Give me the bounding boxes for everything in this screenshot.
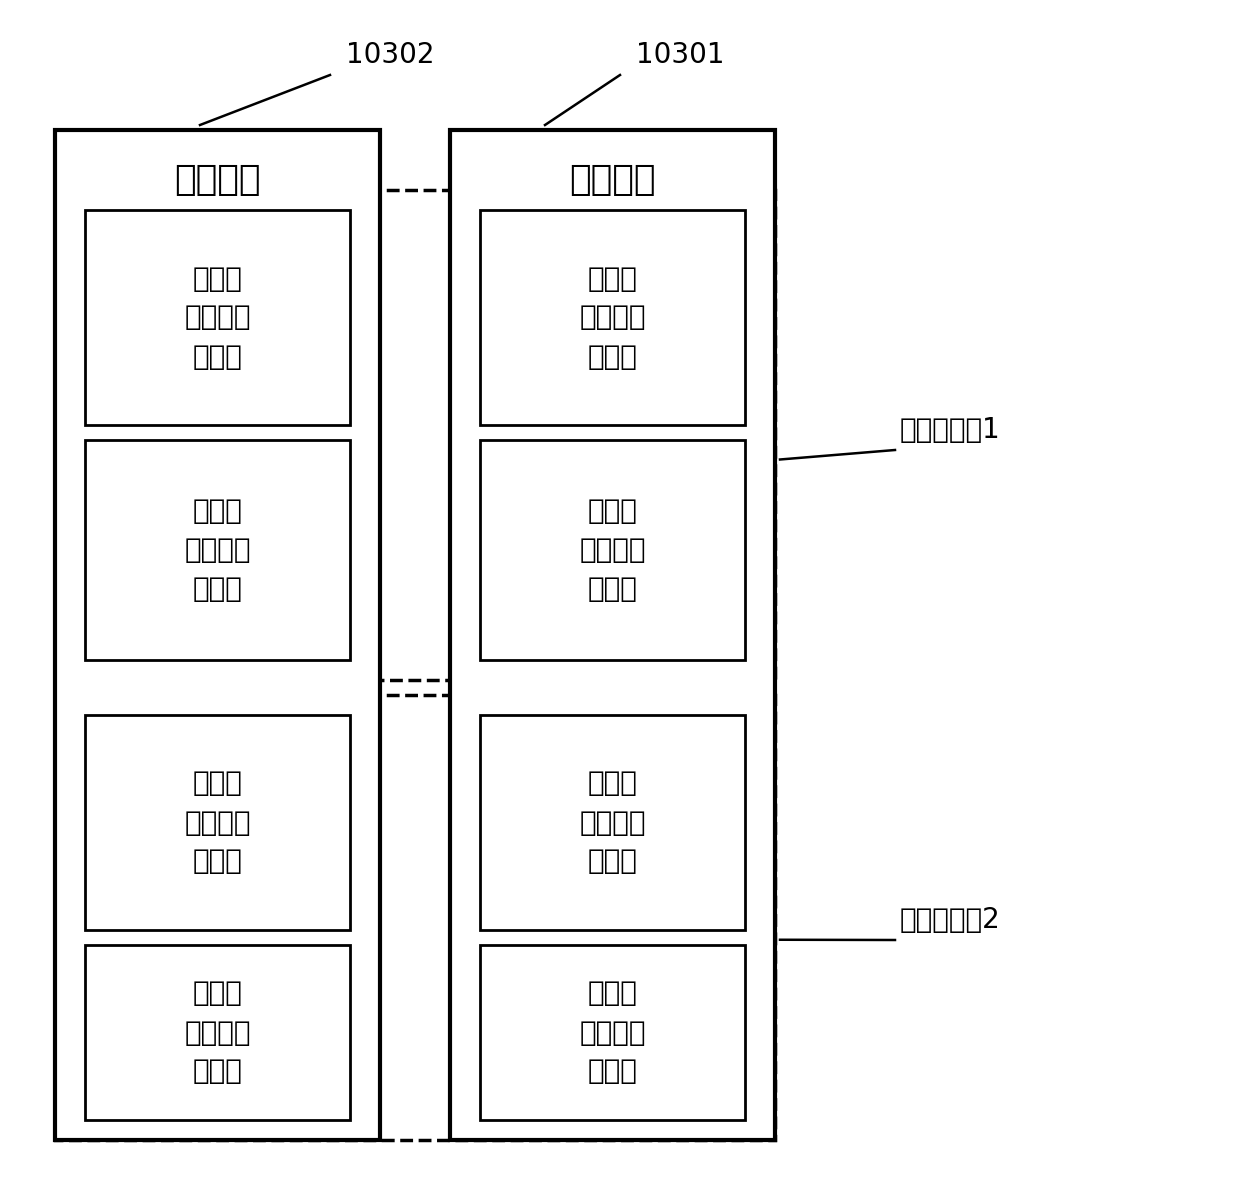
Text: 第一个
内存单元
（主）: 第一个 内存单元 （主） (579, 264, 646, 371)
Bar (86, 210, 350, 425)
Bar (86, 715, 350, 930)
Text: 第二个
内存单元
（主）: 第二个 内存单元 （主） (579, 769, 646, 875)
Text: 10301: 10301 (636, 41, 724, 69)
Bar (480, 440, 745, 660)
Bar (86, 440, 350, 660)
Bar (480, 210, 745, 425)
Text: 第一个
内存单元
（备）: 第一个 内存单元 （备） (579, 980, 646, 1086)
Text: 计算单元: 计算单元 (175, 163, 260, 197)
Text: 第一个
计算单元
（备）: 第一个 计算单元 （备） (185, 980, 250, 1086)
Text: 内存单元: 内存单元 (569, 163, 656, 197)
Text: 评分服务器1: 评分服务器1 (900, 416, 1001, 444)
Bar (55, 130, 379, 1140)
Bar (55, 190, 775, 681)
Text: 第二个
内存单元
（备）: 第二个 内存单元 （备） (579, 498, 646, 603)
Bar (480, 945, 745, 1119)
Text: 第一个
计算单元
（主）: 第一个 计算单元 （主） (185, 264, 250, 371)
Text: 第二个
计算单元
（备）: 第二个 计算单元 （备） (185, 498, 250, 603)
Text: 10302: 10302 (346, 41, 434, 69)
Bar (55, 695, 775, 1140)
Bar (450, 130, 775, 1140)
Text: 评分服务器2: 评分服务器2 (900, 907, 1001, 934)
Bar (86, 945, 350, 1119)
Text: 第二个
计算单元
（主）: 第二个 计算单元 （主） (185, 769, 250, 875)
Bar (480, 715, 745, 930)
